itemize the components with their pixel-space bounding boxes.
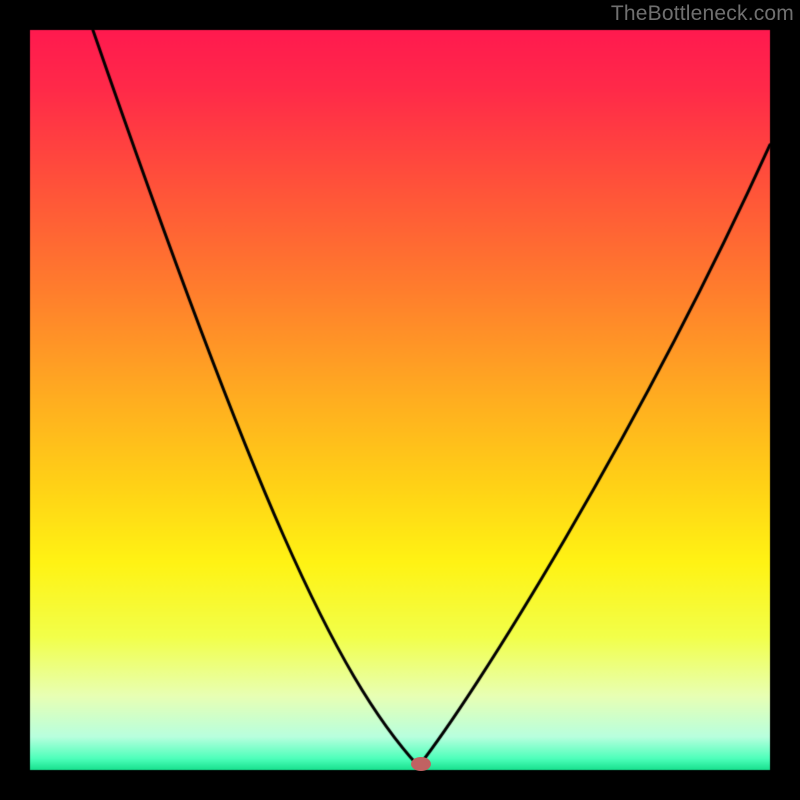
optimal-point-marker	[411, 757, 431, 771]
chart-stage: TheBottleneck.com	[0, 0, 800, 800]
watermark-text: TheBottleneck.com	[611, 0, 800, 26]
bottleneck-curve	[0, 0, 800, 800]
